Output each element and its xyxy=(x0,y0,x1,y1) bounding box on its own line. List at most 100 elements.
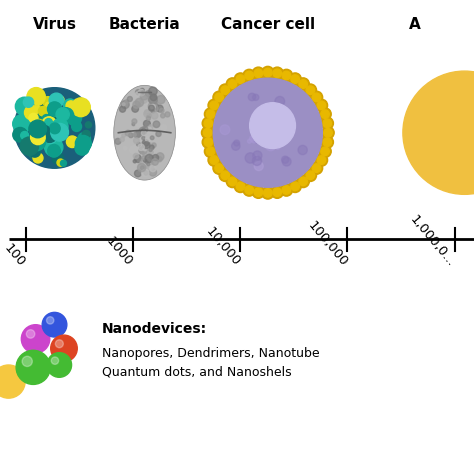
Circle shape xyxy=(144,158,151,165)
Circle shape xyxy=(36,111,55,130)
Circle shape xyxy=(146,91,152,97)
Circle shape xyxy=(140,88,144,92)
Circle shape xyxy=(141,151,149,158)
Circle shape xyxy=(51,335,77,362)
Circle shape xyxy=(236,75,245,83)
Circle shape xyxy=(74,99,88,113)
Circle shape xyxy=(115,138,121,144)
Circle shape xyxy=(146,137,151,142)
Circle shape xyxy=(140,157,143,160)
Circle shape xyxy=(136,121,142,127)
Circle shape xyxy=(264,110,270,117)
Circle shape xyxy=(46,317,54,324)
Circle shape xyxy=(148,150,153,155)
Circle shape xyxy=(219,169,231,182)
Circle shape xyxy=(323,138,331,146)
Circle shape xyxy=(55,109,64,118)
Circle shape xyxy=(264,68,272,77)
Circle shape xyxy=(151,112,158,119)
Circle shape xyxy=(38,125,46,133)
Circle shape xyxy=(161,125,167,130)
Circle shape xyxy=(137,142,140,146)
Circle shape xyxy=(324,128,332,137)
Circle shape xyxy=(135,155,142,163)
Circle shape xyxy=(142,127,148,132)
Circle shape xyxy=(243,184,255,196)
Circle shape xyxy=(321,117,333,129)
Circle shape xyxy=(403,71,474,194)
Circle shape xyxy=(245,186,254,194)
Circle shape xyxy=(51,123,68,141)
Circle shape xyxy=(143,110,147,115)
Circle shape xyxy=(140,158,148,166)
Circle shape xyxy=(36,115,46,126)
Circle shape xyxy=(299,177,308,186)
Circle shape xyxy=(51,109,58,116)
Circle shape xyxy=(149,96,157,104)
Circle shape xyxy=(135,170,141,177)
Text: A: A xyxy=(409,17,420,32)
Circle shape xyxy=(264,189,272,197)
Circle shape xyxy=(273,188,282,196)
Circle shape xyxy=(45,131,57,143)
Circle shape xyxy=(204,108,217,120)
Circle shape xyxy=(46,102,52,109)
Circle shape xyxy=(122,103,125,106)
Circle shape xyxy=(132,123,135,126)
Circle shape xyxy=(165,112,170,117)
Circle shape xyxy=(31,107,45,120)
Circle shape xyxy=(75,136,91,151)
Circle shape xyxy=(149,169,156,176)
Circle shape xyxy=(150,145,154,149)
Circle shape xyxy=(253,136,261,143)
Circle shape xyxy=(56,108,69,121)
Text: Cancer cell: Cancer cell xyxy=(221,17,315,32)
Circle shape xyxy=(148,142,151,146)
Circle shape xyxy=(133,133,137,137)
Circle shape xyxy=(140,127,147,134)
Circle shape xyxy=(202,117,215,129)
Circle shape xyxy=(249,136,255,141)
Circle shape xyxy=(141,130,146,136)
Circle shape xyxy=(146,127,152,133)
Circle shape xyxy=(154,104,158,108)
Circle shape xyxy=(215,164,223,173)
Circle shape xyxy=(128,133,133,137)
Circle shape xyxy=(45,113,55,124)
Circle shape xyxy=(142,169,149,177)
Circle shape xyxy=(215,93,223,101)
Circle shape xyxy=(122,134,126,137)
Circle shape xyxy=(29,113,38,122)
Circle shape xyxy=(315,154,328,166)
Circle shape xyxy=(143,147,146,151)
Circle shape xyxy=(142,155,146,160)
Circle shape xyxy=(306,171,315,180)
Circle shape xyxy=(150,94,157,100)
Circle shape xyxy=(250,103,295,148)
Circle shape xyxy=(48,145,60,157)
Circle shape xyxy=(206,147,215,155)
Circle shape xyxy=(145,123,150,128)
Circle shape xyxy=(226,78,238,90)
Circle shape xyxy=(291,75,300,83)
Circle shape xyxy=(273,69,282,78)
Circle shape xyxy=(132,106,138,112)
Circle shape xyxy=(75,141,89,155)
Circle shape xyxy=(66,136,78,147)
Circle shape xyxy=(142,140,149,146)
Circle shape xyxy=(254,155,257,159)
Circle shape xyxy=(147,160,154,167)
Circle shape xyxy=(315,99,328,111)
Circle shape xyxy=(130,146,138,154)
Text: Nanopores, Dendrimers, Nanotube: Nanopores, Dendrimers, Nanotube xyxy=(102,346,319,360)
Circle shape xyxy=(152,159,158,165)
Circle shape xyxy=(121,100,129,109)
Circle shape xyxy=(27,88,46,106)
Circle shape xyxy=(245,153,255,163)
Circle shape xyxy=(35,119,43,127)
Circle shape xyxy=(21,325,50,353)
Circle shape xyxy=(252,156,262,165)
Circle shape xyxy=(38,106,48,116)
Circle shape xyxy=(29,120,46,138)
Circle shape xyxy=(137,164,146,172)
